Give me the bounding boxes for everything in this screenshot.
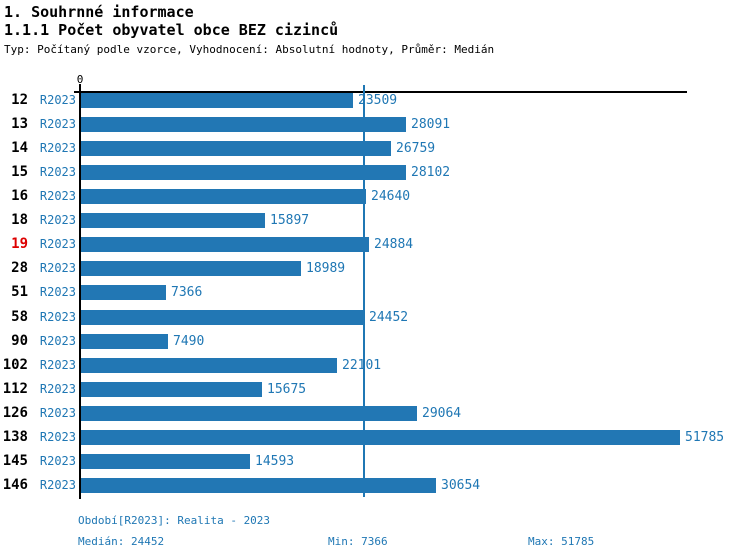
bar — [81, 165, 406, 180]
row-category-label: 14 — [11, 140, 28, 156]
bar — [81, 141, 391, 156]
row-category-label: 15 — [11, 164, 28, 180]
bar — [81, 189, 366, 204]
row-series-label: R2023 — [39, 261, 76, 275]
bar — [81, 406, 417, 421]
row-series-label: R2023 — [39, 285, 76, 299]
row-series-label: R2023 — [39, 93, 76, 107]
bar-value-label: 15897 — [270, 213, 310, 228]
chart-title: 1.1.1 Počet obyvatel obce BEZ cizinců — [4, 21, 339, 39]
row-series-label: R2023 — [39, 213, 76, 227]
median-line — [363, 85, 365, 497]
bar — [81, 382, 262, 397]
footer-max: Max: 51785 — [528, 535, 595, 548]
bar-value-label: 7366 — [171, 285, 203, 300]
row-series-label: R2023 — [39, 141, 76, 155]
bar-value-label: 29064 — [422, 406, 462, 421]
bar — [81, 478, 436, 493]
x-axis-line — [74, 91, 687, 93]
bar — [81, 117, 406, 132]
row-series-label: R2023 — [39, 454, 76, 468]
bar-value-label: 23509 — [358, 93, 398, 108]
row-category-label: 145 — [2, 453, 28, 469]
chart-meta-line: Typ: Počítaný podle vzorce, Vyhodnocení:… — [4, 43, 495, 56]
footer-period: Období[R2023]: Realita - 2023 — [78, 514, 271, 527]
row-category-label: 12 — [11, 92, 28, 108]
row-series-label: R2023 — [39, 478, 76, 492]
row-series-label: R2023 — [39, 237, 76, 251]
row-series-label: R2023 — [39, 382, 76, 396]
footer-median: Medián: 24452 — [78, 535, 165, 548]
row-category-label: 138 — [2, 429, 28, 445]
row-category-label: 51 — [11, 284, 28, 300]
row-series-label: R2023 — [39, 189, 76, 203]
bar — [81, 237, 369, 252]
bar-value-label: 14593 — [255, 454, 295, 469]
y-axis-line — [79, 91, 81, 499]
bar — [81, 213, 265, 228]
row-category-label: 13 — [11, 116, 28, 132]
bar-value-label: 24452 — [369, 310, 409, 325]
bar-value-label: 28102 — [411, 165, 451, 180]
row-category-label: 16 — [11, 188, 28, 204]
bar-value-label: 28091 — [411, 117, 451, 132]
row-series-label: R2023 — [39, 358, 76, 372]
bar — [81, 334, 168, 349]
row-category-label: 146 — [2, 477, 28, 493]
page-title: 1. Souhrnné informace — [4, 3, 194, 21]
row-category-label: 112 — [2, 381, 28, 397]
bar-value-label: 15675 — [267, 382, 307, 397]
bar — [81, 310, 364, 325]
row-category-label: 19 — [11, 236, 28, 252]
row-series-label: R2023 — [39, 406, 76, 420]
row-category-label: 58 — [11, 309, 28, 325]
bar-value-label: 30654 — [441, 478, 481, 493]
bar-value-label: 7490 — [173, 334, 205, 349]
bar-value-label: 18989 — [306, 261, 346, 276]
bar — [81, 93, 353, 108]
bar-value-label: 22101 — [342, 358, 382, 373]
bar — [81, 285, 166, 300]
footer-min: Min: 7366 — [328, 535, 388, 548]
bar — [81, 430, 680, 445]
row-category-label: 90 — [11, 333, 28, 349]
x-axis-zero-label: 0 — [76, 73, 84, 86]
row-series-label: R2023 — [39, 117, 76, 131]
row-category-label: 28 — [11, 260, 28, 276]
row-category-label: 126 — [2, 405, 28, 421]
bar-value-label: 26759 — [396, 141, 436, 156]
bar — [81, 358, 337, 373]
row-category-label: 18 — [11, 212, 28, 228]
x-axis-zero-tick — [79, 84, 81, 92]
bar-value-label: 24640 — [371, 189, 411, 204]
bar — [81, 261, 301, 276]
bar-value-label: 24884 — [374, 237, 414, 252]
row-series-label: R2023 — [39, 334, 76, 348]
row-category-label: 102 — [2, 357, 28, 373]
row-series-label: R2023 — [39, 310, 76, 324]
bar — [81, 454, 250, 469]
bar-value-label: 51785 — [685, 430, 725, 445]
row-series-label: R2023 — [39, 165, 76, 179]
row-series-label: R2023 — [39, 430, 76, 444]
